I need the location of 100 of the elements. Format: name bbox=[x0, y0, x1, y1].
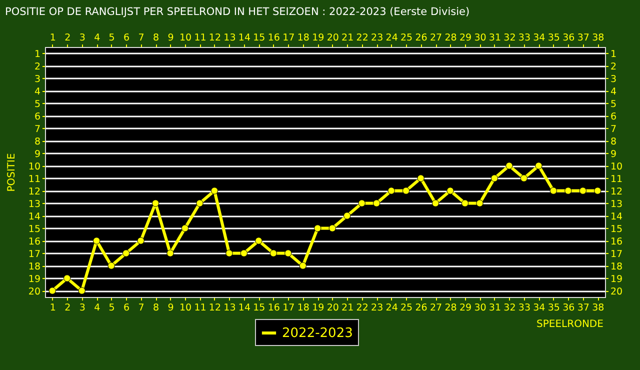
point bbox=[152, 200, 160, 207]
y-tick-label: 20 bbox=[28, 286, 40, 298]
x2-tick-label: 5 bbox=[108, 302, 115, 314]
x-tick-label: 24 bbox=[386, 32, 398, 44]
x2-tick-label: 9 bbox=[168, 302, 174, 314]
y-tick-label: 12 bbox=[28, 186, 40, 198]
x-tick-label: 20 bbox=[326, 32, 339, 44]
x2-tick-label: 12 bbox=[208, 302, 222, 314]
x-tick-label: 16 bbox=[268, 32, 280, 44]
point bbox=[122, 250, 130, 257]
point bbox=[388, 187, 395, 194]
y-tick-label: 6 bbox=[34, 111, 40, 122]
x-tick-label: 9 bbox=[168, 32, 174, 44]
point bbox=[78, 287, 86, 294]
y2-tick-label: 3 bbox=[610, 74, 617, 85]
x-tick-label: 13 bbox=[224, 32, 236, 44]
x-tick-label: 7 bbox=[138, 32, 144, 44]
y2-tick-label: 18 bbox=[610, 261, 623, 272]
x2-tick-label: 11 bbox=[194, 302, 206, 314]
x-tick-label: 33 bbox=[518, 32, 530, 44]
x2-tick-label: 27 bbox=[430, 302, 442, 314]
point bbox=[579, 187, 586, 194]
point bbox=[181, 224, 189, 232]
x-tick-label: 23 bbox=[371, 32, 384, 44]
x-tick-label: 26 bbox=[415, 32, 428, 44]
x2-tick-label: 22 bbox=[356, 302, 368, 314]
point bbox=[594, 187, 602, 194]
point bbox=[166, 250, 174, 257]
x2-tick-label: 17 bbox=[282, 302, 295, 314]
y-tick-label: 17 bbox=[28, 248, 40, 260]
x2-tick-label: 21 bbox=[342, 302, 354, 314]
point bbox=[255, 237, 262, 244]
point bbox=[417, 174, 424, 182]
point bbox=[328, 224, 336, 232]
x2-tick-label: 8 bbox=[153, 302, 160, 314]
point bbox=[550, 187, 558, 194]
x-tick-label: 1 bbox=[50, 32, 56, 44]
x2-tick-label: 4 bbox=[94, 302, 100, 314]
y-tick-label: 15 bbox=[28, 224, 40, 235]
x-tick-label: 32 bbox=[504, 32, 516, 44]
x-tick-label: 11 bbox=[194, 32, 206, 44]
x-tick-label: 5 bbox=[108, 32, 115, 44]
y2-tick-label: 20 bbox=[610, 286, 623, 298]
x2-tick-label: 14 bbox=[238, 302, 250, 314]
y2-tick-label: 19 bbox=[610, 274, 623, 285]
x2-tick-label: 30 bbox=[474, 302, 486, 314]
point bbox=[476, 200, 484, 207]
y-tick-label: 13 bbox=[28, 198, 40, 210]
point bbox=[372, 200, 380, 207]
point bbox=[108, 262, 115, 270]
x-tick-label: 21 bbox=[342, 32, 354, 44]
y-tick-label: 19 bbox=[28, 274, 40, 285]
x2-tick-label: 15 bbox=[253, 302, 266, 314]
y-tick-label: 2 bbox=[34, 61, 40, 72]
x-tick-label: 18 bbox=[297, 32, 310, 44]
x2-tick-label: 32 bbox=[504, 302, 516, 314]
x-tick-label: 19 bbox=[312, 32, 324, 44]
x2-tick-label: 37 bbox=[577, 302, 590, 314]
y-tick-label: 16 bbox=[28, 236, 40, 248]
y-tick-label: 9 bbox=[34, 148, 40, 160]
x-tick-label: 30 bbox=[474, 32, 486, 44]
x-tick-label: 34 bbox=[533, 32, 546, 44]
x2-tick-label: 35 bbox=[548, 302, 560, 314]
y2-tick-label: 14 bbox=[610, 211, 623, 222]
x2-tick-label: 16 bbox=[268, 302, 280, 314]
x2-tick-label: 29 bbox=[459, 302, 472, 314]
x-axis-title: SPEELRONDE bbox=[536, 319, 604, 330]
y2-tick-label: 13 bbox=[610, 198, 623, 210]
y2-tick-label: 6 bbox=[610, 111, 617, 122]
x2-tick-label: 19 bbox=[312, 302, 324, 314]
x-tick-label: 31 bbox=[488, 32, 502, 44]
x-tick-label: 4 bbox=[94, 32, 100, 44]
x2-tick-label: 20 bbox=[326, 302, 339, 314]
point bbox=[461, 200, 469, 207]
x2-tick-label: 3 bbox=[79, 302, 86, 314]
y2-tick-label: 4 bbox=[610, 86, 617, 98]
point bbox=[196, 200, 204, 207]
point bbox=[137, 237, 144, 244]
x2-tick-label: 10 bbox=[179, 302, 192, 314]
point bbox=[506, 162, 513, 170]
point bbox=[210, 187, 218, 194]
point bbox=[270, 250, 278, 257]
y2-tick-label: 7 bbox=[610, 124, 617, 135]
y-tick-label: 18 bbox=[28, 261, 40, 272]
point bbox=[226, 250, 233, 257]
x-tick-label: 38 bbox=[592, 32, 604, 44]
x2-tick-label: 18 bbox=[297, 302, 310, 314]
x-tick-label: 10 bbox=[179, 32, 192, 44]
point bbox=[535, 162, 542, 170]
x-tick-label: 6 bbox=[124, 32, 130, 44]
y2-tick-label: 9 bbox=[610, 148, 617, 160]
x2-tick-label: 33 bbox=[518, 302, 530, 314]
x2-tick-label: 24 bbox=[386, 302, 398, 314]
y-axis-title: POSITIE bbox=[6, 153, 18, 192]
point bbox=[299, 262, 306, 270]
x-tick-label: 15 bbox=[253, 32, 266, 44]
point bbox=[284, 250, 292, 257]
point bbox=[520, 174, 528, 182]
y2-tick-label: 12 bbox=[610, 186, 623, 198]
point bbox=[344, 212, 351, 220]
